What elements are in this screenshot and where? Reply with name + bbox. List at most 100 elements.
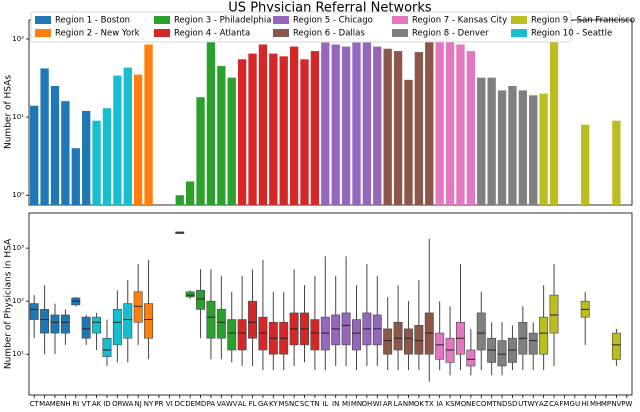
bar xyxy=(549,35,559,206)
legend-label: Region 10 - Seattle xyxy=(531,29,612,39)
box xyxy=(393,321,403,351)
x-tick-label: MO xyxy=(455,400,467,408)
bar xyxy=(477,77,486,205)
bar xyxy=(393,51,403,205)
bar xyxy=(414,52,424,205)
x-tick-label: VI xyxy=(166,400,173,408)
legend-label: Region 9 - San Francisco xyxy=(531,16,635,26)
box xyxy=(92,316,102,334)
x-tick-label: FM xyxy=(559,400,569,408)
box xyxy=(81,316,91,339)
legend-label: Region 7 - Kansas City xyxy=(412,16,507,26)
legend-swatch xyxy=(154,16,170,24)
x-tick-label: WA xyxy=(122,400,134,408)
x-tick-label: WY xyxy=(528,400,540,408)
bar xyxy=(185,181,195,205)
box xyxy=(144,303,154,339)
bar xyxy=(300,59,309,205)
bar xyxy=(113,75,122,206)
box xyxy=(102,337,112,357)
y-tick-label: 10¹ xyxy=(12,350,24,358)
bar xyxy=(82,110,91,205)
box xyxy=(528,332,538,355)
x-tick-label: NJ xyxy=(135,400,142,408)
box xyxy=(237,319,247,351)
box xyxy=(310,319,320,351)
bar xyxy=(456,44,465,205)
box xyxy=(40,309,50,334)
bar xyxy=(518,90,527,205)
bar xyxy=(445,35,455,206)
box xyxy=(372,314,382,346)
x-tick-label: CO xyxy=(476,400,487,408)
legend-label: Region 1 - Boston xyxy=(55,16,130,26)
x-tick-label: WI xyxy=(373,400,382,408)
bar xyxy=(134,74,143,205)
bar xyxy=(373,46,382,206)
x-tick-label: RI xyxy=(72,400,79,408)
bar xyxy=(248,53,257,205)
x-tick-label: DE xyxy=(185,400,195,408)
x-tick-label: LA xyxy=(394,400,403,408)
bar xyxy=(331,44,340,205)
x-tick-label: KS xyxy=(446,400,456,408)
x-tick-label: AZ xyxy=(539,400,549,408)
x-tick-label: NM xyxy=(403,400,414,408)
x-tick-label: PW xyxy=(621,400,632,408)
box xyxy=(383,328,393,355)
box xyxy=(216,309,226,339)
x-tick-label: NY xyxy=(144,400,154,408)
box xyxy=(123,303,133,339)
legend-swatch xyxy=(273,16,289,24)
bar xyxy=(404,79,413,205)
x-tick-label: OK xyxy=(414,400,425,408)
legend-swatch xyxy=(35,16,51,24)
y-tick-label: 10³ xyxy=(12,244,24,252)
x-tick-label: MT xyxy=(486,400,497,408)
bar xyxy=(435,40,444,206)
bar xyxy=(383,48,392,205)
box xyxy=(341,312,351,346)
bar xyxy=(425,25,434,205)
legend-swatch xyxy=(511,16,527,24)
x-tick-label: NH xyxy=(60,400,71,408)
x-tick-label: NV xyxy=(611,400,621,408)
box xyxy=(497,340,507,367)
bar xyxy=(206,40,216,206)
bar xyxy=(196,97,205,205)
x-tick-label: NC xyxy=(289,400,299,408)
x-tick-label: IN xyxy=(332,400,339,408)
box xyxy=(206,300,216,339)
box xyxy=(29,303,39,320)
x-tick-label: PA xyxy=(207,400,216,408)
x-tick-label: CT xyxy=(30,400,40,408)
x-tick-label: MA xyxy=(39,400,50,408)
legend-label: Region 5 - Chicago xyxy=(293,16,373,26)
box xyxy=(331,314,341,346)
box xyxy=(435,332,445,360)
x-tick-label: TX xyxy=(424,400,434,408)
bar xyxy=(92,120,101,205)
box xyxy=(611,332,621,360)
bar xyxy=(612,120,621,205)
legend-label: Region 3 - Philadelphia xyxy=(174,16,271,26)
box xyxy=(414,325,424,355)
bar xyxy=(123,67,132,205)
x-tick-label: AR xyxy=(383,400,393,408)
bar xyxy=(40,68,49,205)
box xyxy=(352,319,361,351)
bar xyxy=(237,59,247,205)
x-tick-label: AK xyxy=(92,400,102,408)
bar xyxy=(258,44,268,205)
bar xyxy=(269,53,278,205)
x-tick-label: WV xyxy=(226,400,238,408)
legend-swatch xyxy=(511,29,527,37)
bar xyxy=(539,93,548,205)
box xyxy=(539,316,549,355)
x-tick-label: ME xyxy=(50,400,60,408)
x-tick-label: PR xyxy=(154,400,163,408)
y-tick-label: 10² xyxy=(12,35,24,43)
x-tick-label: VA xyxy=(217,400,226,408)
x-tick-label: UT xyxy=(518,400,528,408)
y-tick-label: 10² xyxy=(12,297,24,305)
